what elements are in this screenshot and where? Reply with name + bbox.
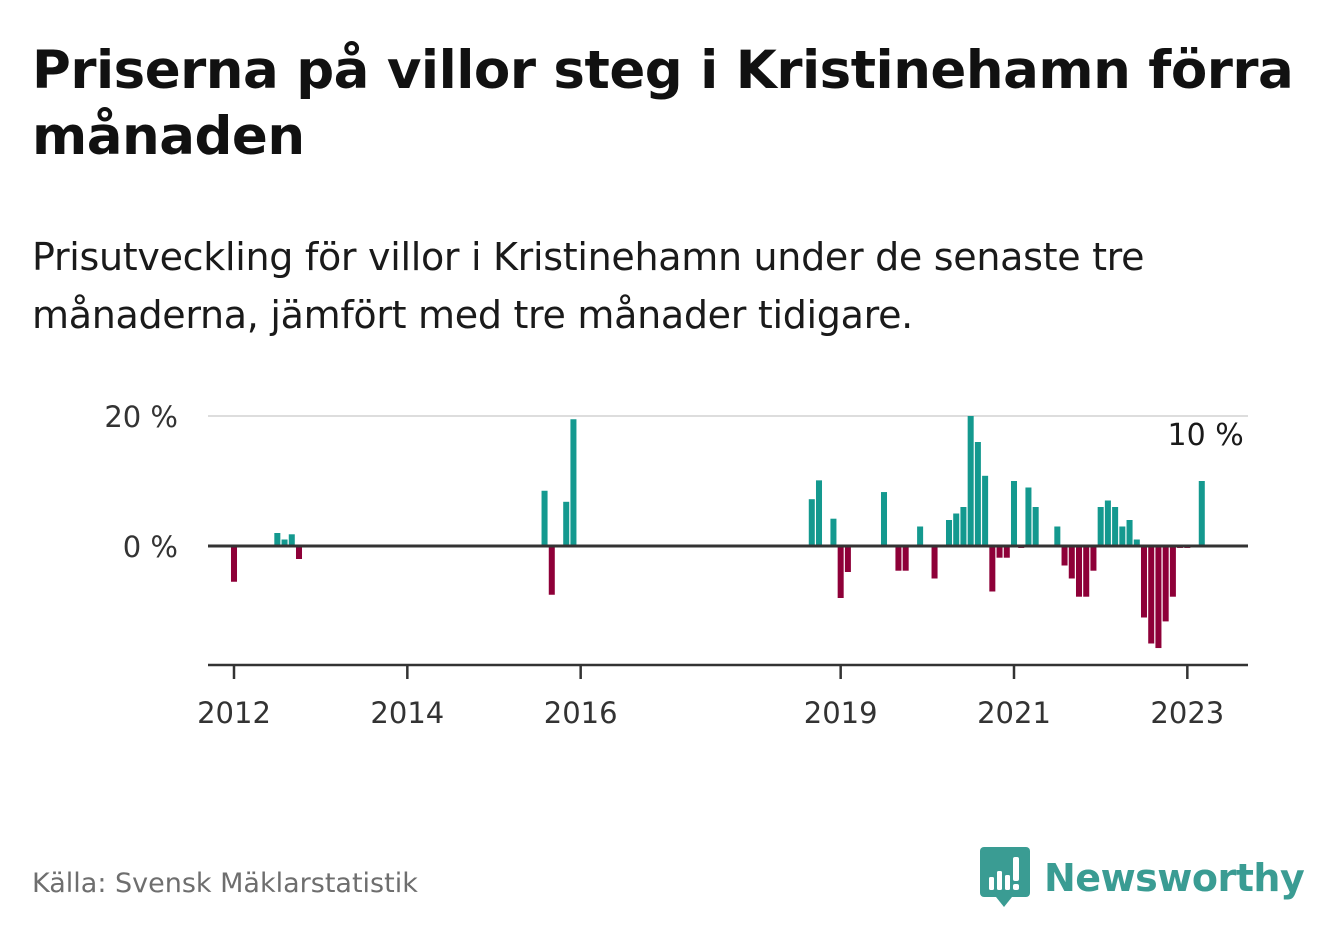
bar	[1054, 526, 1061, 546]
bar	[1140, 546, 1148, 618]
bar	[895, 546, 902, 571]
bar	[1090, 546, 1097, 571]
bar	[967, 416, 974, 546]
x-tick-label: 2012	[197, 696, 271, 730]
bar	[945, 520, 953, 546]
bar	[996, 546, 1003, 558]
x-tick-label: 2016	[544, 696, 618, 730]
bar	[1112, 507, 1119, 546]
bar	[281, 539, 288, 546]
y-tick-label: 20 %	[104, 400, 178, 434]
bar	[1010, 481, 1018, 546]
latest-value-label: 10 %	[1168, 418, 1244, 453]
newsworthy-logo-icon	[980, 847, 1030, 907]
bar	[1083, 546, 1090, 597]
x-tick-label: 2014	[370, 696, 444, 730]
bar	[931, 546, 938, 579]
y-tick-label: 0 %	[123, 530, 178, 564]
bar	[1119, 526, 1126, 546]
bar	[953, 513, 960, 546]
bar	[230, 546, 238, 582]
chart-subtitle: Prisutveckling för villor i Kristinehamn…	[32, 235, 1145, 337]
bar	[1032, 507, 1039, 546]
bar	[1148, 546, 1155, 644]
bar	[902, 546, 909, 571]
bar	[989, 546, 996, 592]
bar	[1155, 546, 1162, 649]
bar	[1169, 546, 1176, 597]
bar	[1025, 487, 1032, 546]
bar	[982, 475, 989, 546]
bar	[274, 533, 281, 546]
bar	[960, 507, 967, 546]
bar	[541, 490, 548, 546]
bar	[1003, 546, 1010, 558]
bar	[570, 419, 577, 546]
bar	[1162, 546, 1169, 622]
brand-name: Newsworthy	[1044, 856, 1305, 900]
bar	[1133, 539, 1140, 546]
bar	[1126, 520, 1133, 546]
bar	[880, 492, 888, 546]
bar	[837, 546, 844, 598]
x-tick-label: 2023	[1150, 696, 1224, 730]
bar	[295, 546, 303, 559]
bar	[974, 442, 981, 546]
bar	[288, 534, 295, 546]
x-tick-label: 2019	[804, 696, 878, 730]
bar	[1075, 546, 1083, 597]
chart-title: Priserna på villor steg i Kristinehamn f…	[32, 40, 1294, 167]
source-note: Källa: Svensk Mäklarstatistik	[32, 868, 418, 899]
newsworthy-brand: Newsworthy	[980, 846, 1305, 910]
bar	[548, 546, 555, 595]
bar	[1097, 507, 1104, 546]
bar	[830, 518, 837, 546]
bar	[917, 526, 924, 546]
bar	[815, 480, 823, 546]
bar	[1061, 546, 1068, 566]
bar	[563, 501, 570, 546]
bar	[1104, 500, 1111, 546]
bar-chart: 0 % 20 % 2012 2014 2016 2019 2021 2023 10 %	[104, 400, 1248, 730]
bar	[1198, 481, 1205, 546]
bar	[1068, 546, 1075, 579]
bar	[844, 546, 851, 572]
x-tick-label: 2021	[977, 696, 1051, 730]
bar	[808, 499, 815, 546]
